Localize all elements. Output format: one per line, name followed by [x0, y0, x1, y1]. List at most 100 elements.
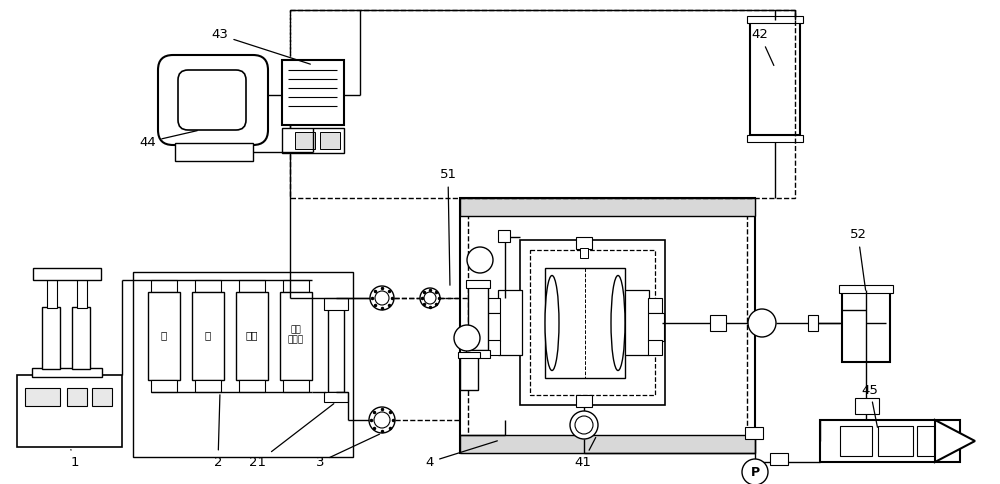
Bar [498, 230, 510, 242]
Circle shape [374, 412, 390, 428]
Bar [487, 340, 500, 355]
Ellipse shape [611, 275, 625, 370]
Bar [195, 380, 221, 392]
Bar [460, 198, 755, 453]
Bar [67, 388, 87, 406]
Bar [175, 143, 253, 161]
Bar [32, 368, 102, 377]
Bar [239, 280, 265, 292]
Bar [710, 315, 726, 331]
Circle shape [454, 325, 480, 351]
Bar [239, 380, 265, 392]
Bar [750, 20, 800, 135]
Bar [648, 340, 662, 355]
Circle shape [420, 288, 440, 308]
Bar [133, 272, 353, 457]
Circle shape [570, 411, 598, 439]
Bar [290, 10, 795, 198]
Bar [468, 206, 747, 445]
Ellipse shape [545, 275, 559, 370]
Circle shape [370, 286, 394, 310]
Text: 气体: 气体 [246, 330, 258, 340]
Bar [324, 298, 348, 310]
Bar [282, 128, 344, 153]
Bar [468, 285, 488, 350]
Text: 44: 44 [140, 131, 197, 149]
Bar [484, 313, 500, 341]
Bar [77, 278, 87, 308]
Circle shape [369, 407, 395, 433]
Bar [855, 398, 879, 414]
Text: 52: 52 [850, 228, 866, 290]
Bar [466, 280, 490, 288]
Bar [520, 240, 665, 405]
Bar [747, 16, 803, 23]
Bar [648, 313, 664, 341]
Bar [236, 292, 268, 380]
Bar [328, 308, 344, 392]
Bar [648, 298, 662, 313]
Bar [466, 350, 490, 358]
Text: 21: 21 [250, 404, 334, 469]
Circle shape [748, 309, 776, 337]
Bar [576, 395, 592, 407]
Bar [840, 426, 872, 456]
Bar [25, 388, 60, 406]
Bar [580, 248, 588, 258]
Bar [878, 426, 913, 456]
Circle shape [467, 247, 493, 273]
Bar [295, 132, 315, 149]
Bar [283, 280, 309, 292]
Circle shape [575, 416, 593, 434]
Bar [545, 268, 625, 378]
Bar [33, 268, 101, 280]
Bar [839, 285, 893, 293]
Bar [770, 453, 788, 465]
Text: 45: 45 [862, 383, 878, 427]
Bar [576, 237, 592, 249]
Text: 油: 油 [205, 330, 211, 340]
Bar [460, 198, 755, 216]
Bar [195, 280, 221, 292]
Bar [917, 426, 935, 456]
Circle shape [375, 291, 389, 305]
Bar [324, 392, 348, 402]
Bar [42, 307, 60, 369]
Bar [530, 250, 655, 395]
Bar [17, 375, 122, 447]
Bar [808, 315, 818, 331]
Bar [460, 435, 755, 453]
Text: 43: 43 [212, 29, 310, 64]
Text: 1: 1 [71, 450, 79, 469]
Bar [151, 280, 177, 292]
Bar [72, 307, 90, 369]
Text: 表面
活性剂: 表面 活性剂 [288, 325, 304, 345]
Bar [458, 352, 480, 358]
Bar [47, 278, 57, 308]
FancyBboxPatch shape [158, 55, 268, 145]
Bar [92, 388, 112, 406]
Bar [460, 355, 478, 390]
Bar [625, 290, 649, 355]
Polygon shape [935, 420, 975, 462]
FancyBboxPatch shape [178, 70, 246, 130]
Bar [820, 420, 960, 462]
Text: 3: 3 [316, 434, 379, 469]
Bar [151, 380, 177, 392]
Bar [280, 292, 312, 380]
Bar [487, 298, 500, 313]
Text: 4: 4 [426, 441, 497, 469]
Bar [192, 292, 224, 380]
Text: 42: 42 [752, 29, 774, 65]
Text: P: P [750, 466, 760, 479]
Bar [282, 60, 344, 125]
Bar [283, 380, 309, 392]
Text: 51: 51 [440, 168, 456, 285]
Circle shape [424, 292, 436, 304]
Bar [320, 132, 340, 149]
Text: 2: 2 [214, 395, 222, 469]
Bar [747, 135, 803, 142]
Bar [148, 292, 180, 380]
Text: 41: 41 [575, 438, 596, 469]
Text: 水: 水 [161, 330, 167, 340]
